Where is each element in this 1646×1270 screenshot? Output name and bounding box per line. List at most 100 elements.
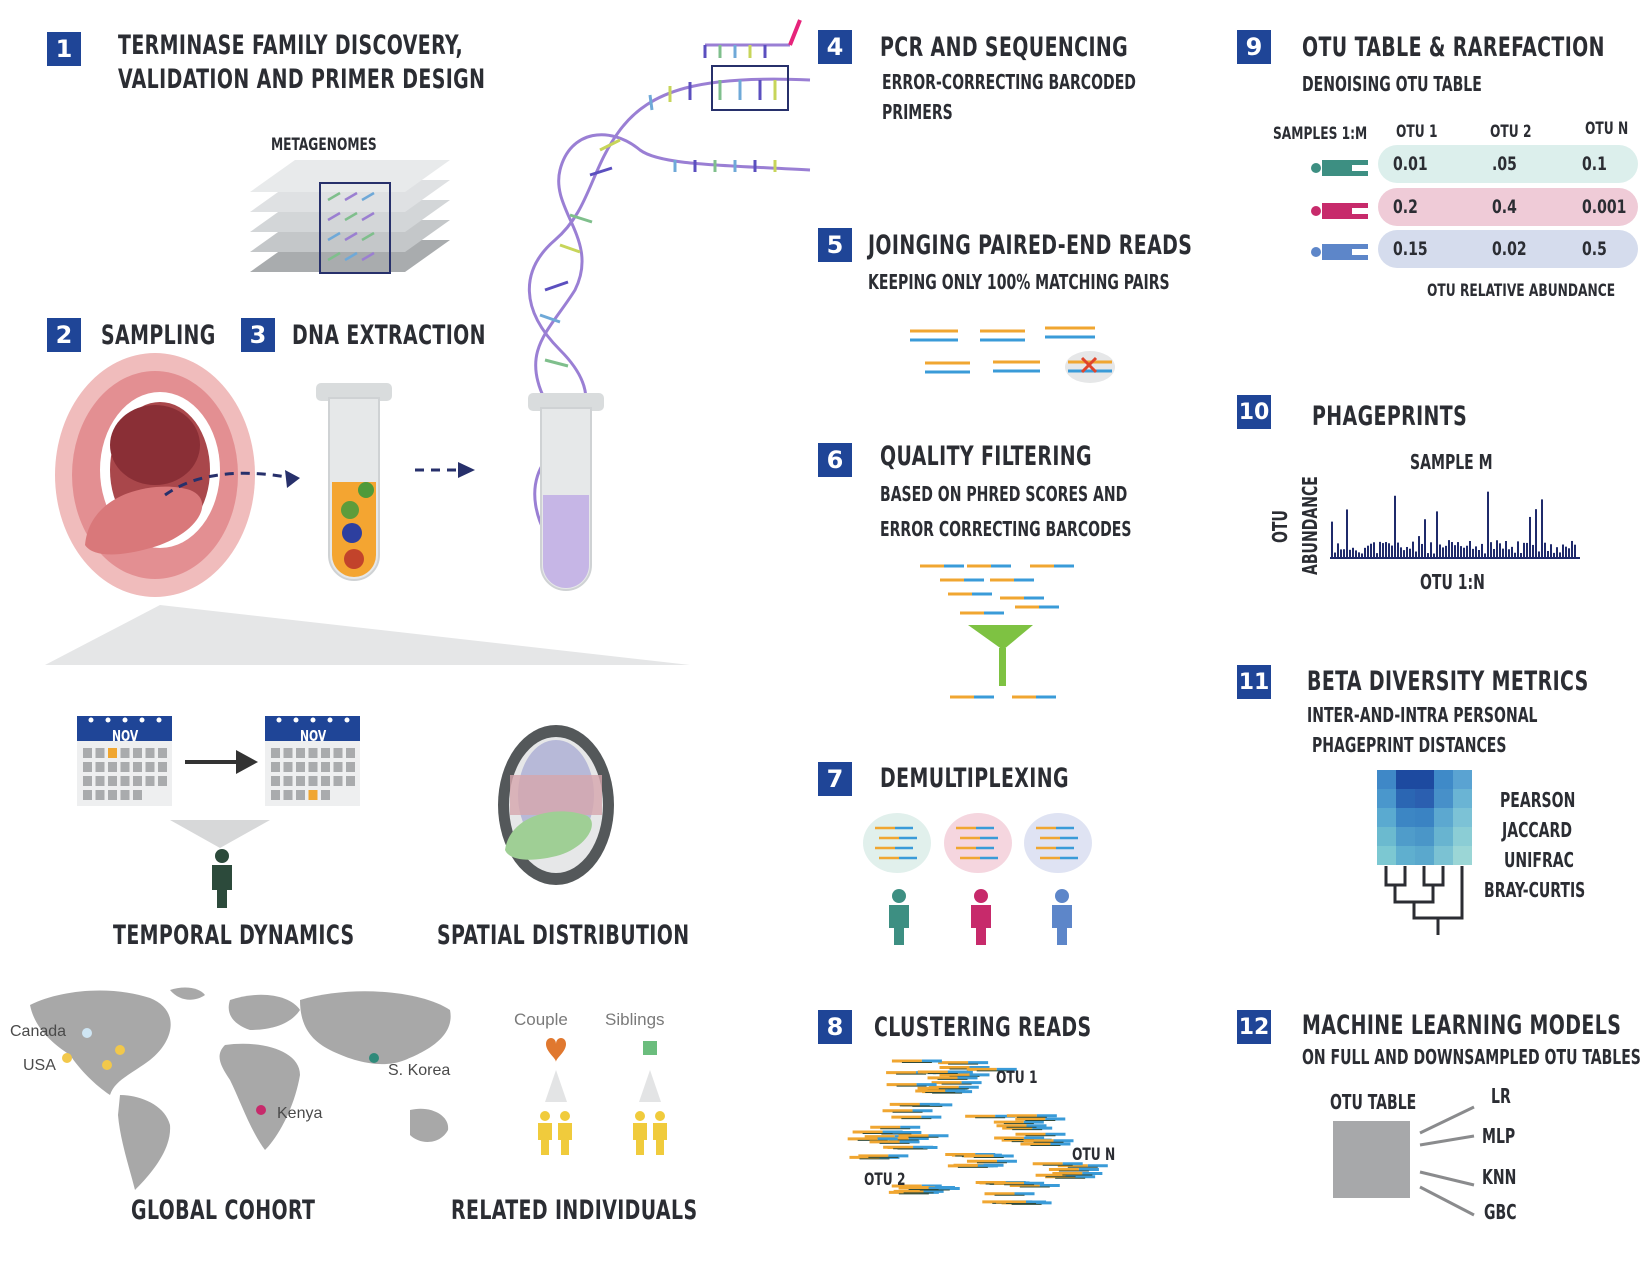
demux-reads — [875, 826, 1078, 860]
paired-reads — [910, 326, 1095, 374]
heatmap-cell — [1396, 827, 1415, 846]
step-11-badge: 11 — [1237, 665, 1271, 699]
heatmap-cell — [1453, 770, 1472, 789]
calendar-ring — [105, 717, 111, 723]
step-3-title: DNA EXTRACTION — [292, 320, 486, 351]
calendar-day — [346, 776, 355, 786]
otu-col-2: OTU 2 — [1490, 122, 1532, 142]
otu-2-label: OTU 2 — [864, 1170, 906, 1190]
step-11-title: BETA DIVERSITY METRICS — [1307, 666, 1589, 697]
calendar-day — [283, 790, 293, 800]
sample-tube — [316, 383, 392, 581]
distance-heatmap — [1377, 770, 1472, 865]
heatmap-cell — [1377, 846, 1396, 865]
heatmap-cell — [1453, 789, 1472, 808]
otu-table-cell: .05 — [1492, 153, 1517, 175]
otu-table-row — [1378, 230, 1638, 268]
calendar-ring — [293, 717, 299, 723]
step-6-sub-line1: BASED ON PHRED SCORES AND — [880, 482, 1128, 506]
calendar-day — [296, 762, 305, 772]
step-6-badge: 6 — [818, 443, 852, 477]
open-mouth — [55, 353, 255, 597]
calendar-day — [321, 790, 330, 800]
step-12-badge: 12 — [1237, 1010, 1271, 1044]
step-9-badge: 9 — [1237, 30, 1271, 64]
calendar-day — [321, 748, 330, 758]
map-label-canada: Canada — [10, 1023, 67, 1040]
calendar-day — [133, 776, 142, 786]
calendar-day — [133, 790, 142, 800]
step-11-sub-line2: PHAGEPRINT DISTANCES — [1312, 733, 1507, 757]
calendar-day — [108, 762, 117, 772]
couple-people-icon — [538, 1111, 572, 1155]
heatmap-cell — [1415, 789, 1434, 808]
calendar-day — [283, 762, 293, 772]
calendar-day — [120, 762, 130, 772]
step-8-badge: 8 — [818, 1010, 852, 1044]
calendar-ring — [327, 717, 333, 723]
calendar-day — [308, 776, 318, 786]
calendar-day — [296, 776, 305, 786]
couple-label: Couple — [514, 1010, 568, 1029]
siblings-label: Siblings — [605, 1010, 665, 1029]
heatmap-cell — [1415, 770, 1434, 789]
step-2-badge: 2 — [47, 318, 81, 352]
calendar-day — [83, 762, 92, 772]
calendar-day — [108, 790, 117, 800]
otu-table-label: OTU TABLE — [1330, 1090, 1417, 1114]
calendar-day — [283, 776, 293, 786]
sample-person-green-icon — [1311, 160, 1368, 176]
calendar-day — [271, 790, 280, 800]
calendar-ring — [156, 717, 162, 723]
calendar-day — [108, 748, 117, 758]
heatmap-cell — [1453, 846, 1472, 865]
calendar-day — [95, 790, 105, 800]
calendar-day — [83, 790, 92, 800]
metric-pearson: PEARSON — [1500, 788, 1576, 812]
otu-col-n: OTU N — [1585, 119, 1629, 139]
model-gbc: GBC — [1484, 1200, 1517, 1224]
calendar-day — [108, 776, 117, 786]
calendar-day — [346, 748, 355, 758]
otu-table-cell: 0.15 — [1393, 238, 1428, 260]
step-5-title: JOINGING PAIRED-END READS — [868, 230, 1193, 261]
dna-tube — [528, 393, 604, 591]
calendar-day — [271, 776, 280, 786]
step-4-sub-line1: ERROR-CORRECTING BARCODED — [882, 70, 1136, 94]
step-1-badge: 1 — [47, 32, 81, 66]
step-10-badge: 10 — [1237, 395, 1271, 429]
step-9-sub: DENOISING OTU TABLE — [1302, 72, 1482, 96]
otu-table-cell: 0.5 — [1582, 238, 1607, 260]
otu-relative-abundance-label: OTU RELATIVE ABUNDANCE — [1427, 281, 1616, 301]
spatial-mouth — [498, 725, 614, 885]
samples-header: SAMPLES 1:M — [1273, 124, 1368, 144]
step-7-badge: 7 — [818, 762, 852, 796]
heatmap-cell — [1377, 827, 1396, 846]
heatmap-cell — [1396, 789, 1415, 808]
filter-funnel-icon — [968, 625, 1033, 686]
calendar-ring — [122, 717, 128, 723]
step-5-sub: KEEPING ONLY 100% MATCHING PAIRS — [868, 270, 1170, 294]
metric-bray-curtis: BRAY-CURTIS — [1484, 878, 1586, 902]
otu-table-cell: 0.2 — [1393, 196, 1418, 218]
calendar-1 — [77, 716, 172, 806]
heatmap-cell — [1434, 846, 1453, 865]
heatmap-cell — [1434, 789, 1453, 808]
spatial-distribution-label: SPATIAL DISTRIBUTION — [437, 920, 690, 951]
sample-person-red-icon — [1311, 203, 1368, 219]
otu-1-label: OTU 1 — [996, 1068, 1038, 1088]
heart-icon — [546, 1038, 566, 1062]
otu-table-row — [1378, 188, 1638, 226]
step-4-badge: 4 — [818, 30, 852, 64]
calendar-ring — [344, 717, 350, 723]
calendar-1-month: NOV — [112, 727, 139, 745]
heatmap-cell — [1415, 808, 1434, 827]
step-6-sub-line2: ERROR CORRECTING BARCODES — [880, 517, 1132, 541]
calendar-day — [145, 776, 155, 786]
heatmap-cell — [1396, 846, 1415, 865]
step-1-title-line1: TERMINASE FAMILY DISCOVERY, — [118, 30, 464, 61]
otu-table-row — [1378, 145, 1638, 183]
primer-box — [711, 65, 789, 111]
otu-table-cell: 0.4 — [1492, 196, 1517, 218]
